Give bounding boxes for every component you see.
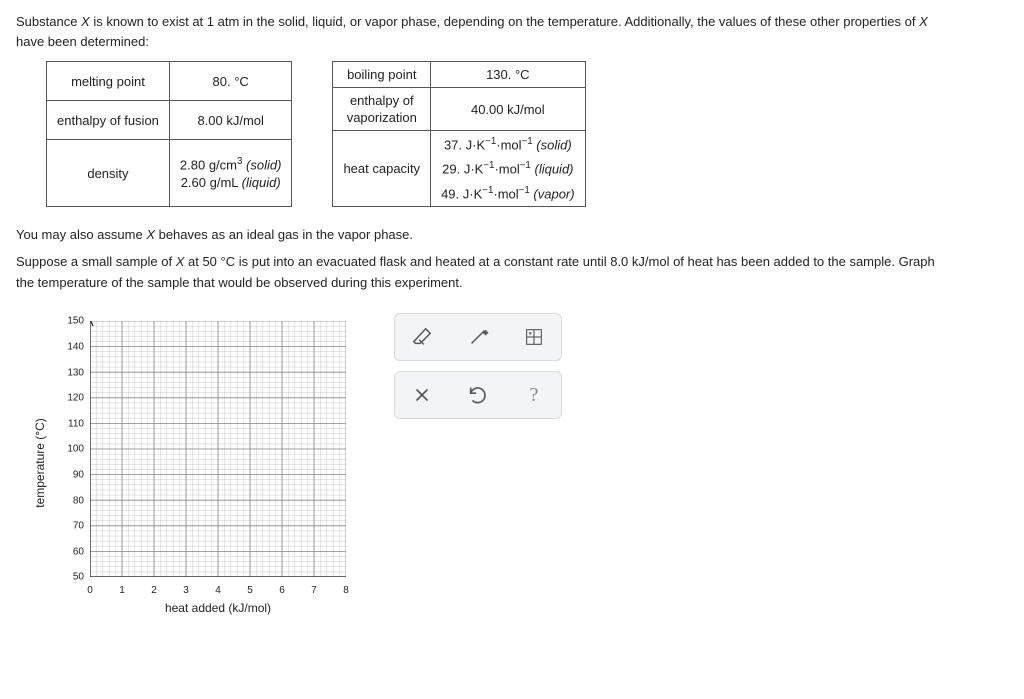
y-tick: 110 bbox=[68, 418, 84, 429]
cp-label: heat capacity bbox=[333, 131, 431, 207]
y-tick: 100 bbox=[67, 444, 84, 455]
help-icon[interactable]: ? bbox=[521, 382, 547, 408]
density-label: density bbox=[47, 140, 170, 207]
x-tick: 1 bbox=[119, 585, 125, 596]
toolbar-stack: + ? bbox=[394, 313, 562, 419]
eraser-icon[interactable] bbox=[409, 324, 435, 350]
table-right: boiling point130. °C enthalpy ofvaporiza… bbox=[332, 61, 585, 207]
toolbar-draw: + bbox=[394, 313, 562, 361]
x-tick: 2 bbox=[151, 585, 157, 596]
line-icon[interactable]: + bbox=[465, 324, 491, 350]
bp-value: 130. °C bbox=[431, 62, 586, 88]
y-axis-label: temperature (°C) bbox=[33, 419, 47, 509]
y-tick: 150 bbox=[67, 316, 84, 327]
hvap-value: 40.00 kJ/mol bbox=[431, 88, 586, 131]
y-tick: 80 bbox=[73, 495, 84, 506]
x-tick: 3 bbox=[183, 585, 189, 596]
x-tick: 7 bbox=[311, 585, 317, 596]
hvap-label: enthalpy ofvaporization bbox=[333, 88, 431, 131]
y-tick: 120 bbox=[67, 393, 84, 404]
question-text: You may also assume X behaves as an idea… bbox=[16, 225, 1008, 293]
x-tick: 5 bbox=[247, 585, 253, 596]
x-tick: 6 bbox=[279, 585, 285, 596]
y-tick: 60 bbox=[73, 546, 84, 557]
hfus-value: 8.00 kJ/mol bbox=[169, 101, 292, 140]
table-row: melting point80. °C bbox=[47, 62, 292, 101]
mp-value: 80. °C bbox=[169, 62, 292, 101]
toolbar-edit: ? bbox=[394, 371, 562, 419]
x-axis-label: heat added (kJ/mol) bbox=[165, 601, 271, 615]
y-tick: 70 bbox=[73, 521, 84, 532]
mp-label: melting point bbox=[47, 62, 170, 101]
close-icon[interactable] bbox=[409, 382, 435, 408]
y-tick: 140 bbox=[67, 341, 84, 352]
y-tick: 130 bbox=[67, 367, 84, 378]
table-row: heat capacity 37. J·K−1·mol−1 (solid) 29… bbox=[333, 131, 585, 207]
cp-value: 37. J·K−1·mol−1 (solid) 29. J·K−1·mol−1 … bbox=[431, 131, 586, 207]
grid-svg bbox=[90, 321, 346, 577]
density-value: 2.80 g/cm3 (solid) 2.60 g/mL (liquid) bbox=[169, 140, 292, 207]
property-tables: melting point80. °C enthalpy of fusion8.… bbox=[46, 61, 1008, 207]
x-tick: 4 bbox=[215, 585, 221, 596]
undo-icon[interactable] bbox=[465, 382, 491, 408]
table-row: enthalpy ofvaporization 40.00 kJ/mol bbox=[333, 88, 585, 131]
table-row: density 2.80 g/cm3 (solid) 2.60 g/mL (li… bbox=[47, 140, 292, 207]
zoom-grid-icon[interactable] bbox=[521, 324, 547, 350]
table-row: enthalpy of fusion8.00 kJ/mol bbox=[47, 101, 292, 140]
hfus-label: enthalpy of fusion bbox=[47, 101, 170, 140]
intro-text: Substance X is known to exist at 1 atm i… bbox=[16, 12, 1008, 51]
table-row: boiling point130. °C bbox=[333, 62, 585, 88]
bp-label: boiling point bbox=[333, 62, 431, 88]
svg-text:+: + bbox=[484, 329, 488, 338]
x-tick: 8 bbox=[343, 585, 349, 596]
y-tick: 50 bbox=[73, 572, 84, 583]
y-tick: 90 bbox=[73, 469, 84, 480]
x-tick: 0 bbox=[87, 585, 93, 596]
table-left: melting point80. °C enthalpy of fusion8.… bbox=[46, 61, 292, 207]
graph-canvas[interactable]: temperature (°C) 50607080901001101201301… bbox=[46, 313, 366, 613]
